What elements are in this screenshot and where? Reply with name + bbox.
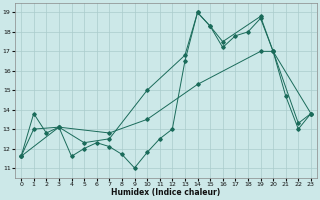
X-axis label: Humidex (Indice chaleur): Humidex (Indice chaleur)	[111, 188, 221, 197]
